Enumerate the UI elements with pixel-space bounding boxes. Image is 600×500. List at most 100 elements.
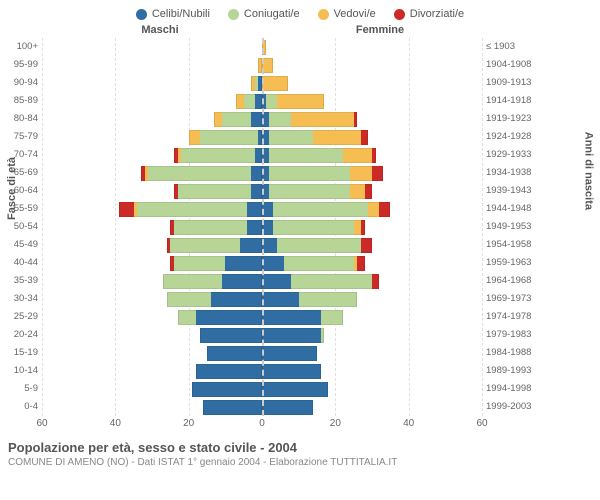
bar-segment (255, 148, 262, 163)
male-side (42, 148, 262, 163)
bar-segment (284, 256, 354, 271)
birth-label: 1959-1963 (486, 254, 540, 272)
bar-segment (222, 112, 251, 127)
bar-segment (313, 130, 361, 145)
bar-segment (350, 184, 365, 199)
bar-segment (372, 166, 383, 181)
footer: Popolazione per età, sesso e stato civil… (0, 430, 600, 468)
age-label: 50-54 (0, 218, 38, 236)
bar-segment (251, 166, 262, 181)
age-label: 100+ (0, 38, 38, 56)
bar-segment (251, 112, 262, 127)
age-label: 30-34 (0, 290, 38, 308)
legend-item: Celibi/Nubili (136, 8, 210, 20)
legend-item: Vedovi/e (318, 8, 376, 20)
bar-segment (266, 94, 277, 109)
x-tick: 60 (36, 418, 47, 429)
legend-label: Divorziati/e (410, 8, 464, 20)
bar-segment (222, 274, 262, 289)
birth-label: 1909-1913 (486, 74, 540, 92)
female-side (262, 220, 482, 235)
footer-title: Popolazione per età, sesso e stato civil… (8, 440, 592, 455)
birth-label: 1904-1908 (486, 56, 540, 74)
header-female: Femmine (270, 24, 540, 36)
age-label: 5-9 (0, 380, 38, 398)
male-side (42, 112, 262, 127)
plot (42, 38, 482, 416)
female-side (262, 256, 482, 271)
age-label: 0-4 (0, 398, 38, 416)
bar-segment (137, 202, 247, 217)
female-side (262, 328, 482, 343)
bar-segment (178, 310, 196, 325)
male-side (42, 76, 262, 91)
legend-swatch (318, 9, 329, 20)
gender-headers: Maschi Femmine (0, 24, 600, 36)
bar-segment (255, 94, 262, 109)
bar-segment (211, 292, 262, 307)
bar-segment (196, 310, 262, 325)
birth-label: 1939-1943 (486, 182, 540, 200)
female-side (262, 202, 482, 217)
bar-segment (277, 238, 361, 253)
birth-label: 1979-1983 (486, 326, 540, 344)
x-tick: 40 (110, 418, 121, 429)
birth-label: 1924-1928 (486, 128, 540, 146)
male-side (42, 256, 262, 271)
legend-item: Divorziati/e (394, 8, 464, 20)
age-label: 20-24 (0, 326, 38, 344)
birth-label: 1949-1953 (486, 218, 540, 236)
bar-segment (262, 256, 284, 271)
bar-segment (357, 256, 364, 271)
bar-segment (262, 364, 321, 379)
female-side (262, 184, 482, 199)
age-label: 70-74 (0, 146, 38, 164)
bar-segment (214, 112, 221, 127)
female-side (262, 346, 482, 361)
male-side (42, 328, 262, 343)
bar-segment (247, 202, 262, 217)
bar-segment (361, 238, 372, 253)
bar-segment (119, 202, 134, 217)
male-side (42, 40, 262, 55)
legend-swatch (394, 9, 405, 20)
bar-segment (225, 256, 262, 271)
birth-label: 1964-1968 (486, 272, 540, 290)
legend-swatch (136, 9, 147, 20)
bar-segment (365, 184, 372, 199)
bar-segment (262, 274, 291, 289)
male-side (42, 400, 262, 415)
bar-segment (262, 310, 321, 325)
x-tick: 40 (403, 418, 414, 429)
bar-segment (192, 382, 262, 397)
male-side (42, 202, 262, 217)
birth-label: 1989-1993 (486, 362, 540, 380)
legend-label: Coniugati/e (244, 8, 300, 20)
age-label: 60-64 (0, 182, 38, 200)
male-side (42, 292, 262, 307)
female-side (262, 76, 482, 91)
bar-segment (174, 256, 225, 271)
header-male: Maschi (0, 24, 270, 36)
age-label: 80-84 (0, 110, 38, 128)
bar-segment (273, 220, 354, 235)
bar-segment (174, 220, 247, 235)
female-side (262, 238, 482, 253)
bar-segment (269, 166, 350, 181)
age-label: 35-39 (0, 272, 38, 290)
bar-segment (167, 292, 211, 307)
bar-segment (178, 184, 251, 199)
bar-segment (269, 184, 350, 199)
male-side (42, 94, 262, 109)
bar-segment (269, 112, 291, 127)
female-side (262, 94, 482, 109)
grid-line (482, 38, 483, 416)
bar-segment (291, 274, 372, 289)
bar-segment (372, 148, 376, 163)
bar-segment (361, 220, 365, 235)
bar-segment (244, 94, 255, 109)
female-side (262, 364, 482, 379)
female-side (262, 274, 482, 289)
bar-segment (247, 220, 262, 235)
age-label: 90-94 (0, 74, 38, 92)
